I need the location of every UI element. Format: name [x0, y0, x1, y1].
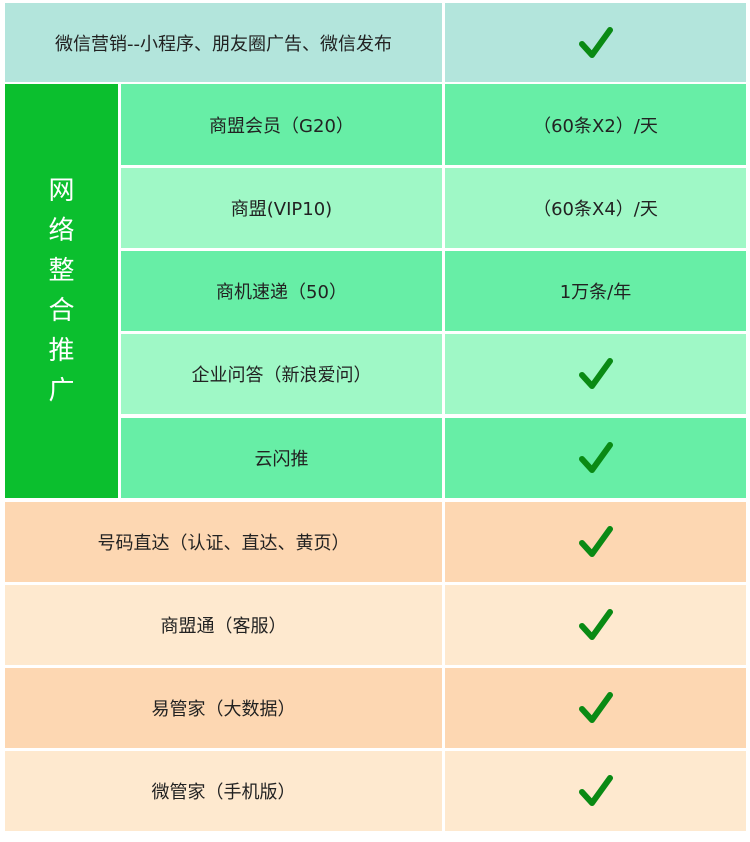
group-label-char: 合: [48, 296, 75, 326]
feature-value: [445, 502, 746, 582]
feature-label: 易管家（大数据）: [5, 668, 442, 748]
cell-text: 微信营销--小程序、朋友圈广告、微信发布: [55, 33, 392, 55]
group-label-char: 整: [48, 256, 75, 286]
check-icon: [578, 26, 613, 58]
group-label-char: 推: [48, 336, 75, 366]
feature-value: 1万条/年: [445, 251, 746, 331]
feature-value: [445, 334, 746, 414]
feature-label: 商机速递（50）: [121, 251, 442, 331]
feature-label: 商盟会员（G20）: [121, 84, 442, 165]
feature-value: [445, 751, 746, 831]
check-icon: [578, 692, 613, 723]
cell-text: 微管家（手机版）: [151, 782, 296, 803]
feature-label: 商盟通（客服）: [5, 585, 442, 665]
check-icon: [578, 526, 613, 557]
cell-text: 商盟会员（G20）: [209, 115, 354, 137]
feature-label: 云闪推: [121, 418, 442, 498]
check-icon: [578, 775, 613, 806]
cell-text: 商机速递（50）: [216, 282, 347, 303]
feature-value: [445, 585, 746, 665]
check-icon: [578, 442, 613, 473]
check-icon: [578, 358, 613, 389]
feature-value: （60条X4）/天: [445, 168, 746, 248]
cell-text: 云闪推: [254, 449, 309, 470]
feature-value: [445, 3, 746, 82]
cell-text: 1万条/年: [559, 282, 632, 303]
feature-label: 微信营销--小程序、朋友圈广告、微信发布: [5, 3, 442, 82]
feature-label: 微管家（手机版）: [5, 751, 442, 831]
group-label-char: 络: [48, 216, 75, 246]
group-label-char: 网: [48, 176, 75, 206]
cell-text: 企业问答（新浪爱问）: [191, 365, 372, 386]
cell-text: 易管家（大数据）: [151, 699, 296, 720]
group-label: 网络整合推广: [5, 84, 118, 498]
cell-text: 商盟(VIP10): [230, 199, 333, 220]
check-icon: [578, 609, 613, 640]
feature-value: [445, 418, 746, 498]
cell-text: 商盟通（客服）: [160, 616, 287, 637]
feature-label: 号码直达（认证、直达、黄页）: [5, 502, 442, 582]
feature-value: （60条X2）/天: [445, 84, 746, 165]
feature-label: 企业问答（新浪爱问）: [121, 334, 442, 414]
feature-value: [445, 668, 746, 748]
cell-text: （60条X2）/天: [533, 115, 658, 137]
group-label-char: 广: [48, 376, 75, 406]
cell-text: 号码直达（认证、直达、黄页）: [97, 533, 350, 554]
cell-text: （60条X4）/天: [533, 199, 658, 220]
feature-label: 商盟(VIP10): [121, 168, 442, 248]
